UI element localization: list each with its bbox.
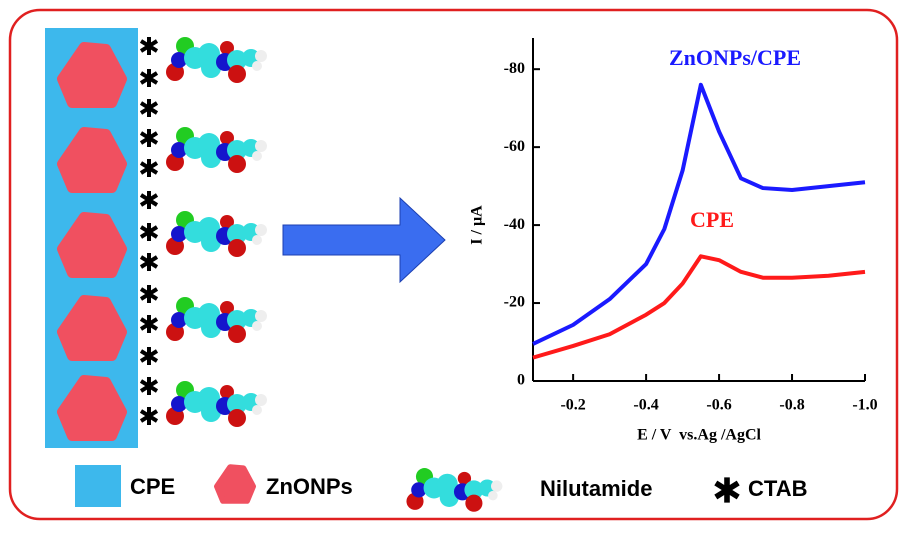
- legend-label: CTAB: [748, 476, 807, 501]
- y-tick-label: -40: [504, 216, 525, 233]
- y-axis-label: I / µA: [469, 205, 486, 245]
- y-tick-label: -80: [504, 60, 525, 77]
- legend: CPE ZnONPs Nilutamide CTAB: [75, 465, 807, 512]
- x-tick-label: -0.6: [706, 397, 731, 414]
- legend-label: ZnONPs: [266, 474, 353, 499]
- y-tick-label: -60: [504, 138, 525, 155]
- x-tick-label: -1.0: [852, 397, 877, 414]
- legend-swatch: [75, 465, 121, 507]
- series-line: [533, 256, 865, 357]
- legend-label: Nilutamide: [540, 476, 652, 501]
- x-tick-label: -0.4: [633, 397, 658, 414]
- ctab-stars: [141, 37, 157, 425]
- molecules: [166, 37, 267, 427]
- arrow: [283, 198, 445, 282]
- series-label: ZnONPs/CPE: [669, 45, 801, 70]
- x-tick-label: -0.2: [560, 397, 585, 414]
- y-tick-label: 0: [517, 372, 525, 389]
- y-tick-label: -20: [504, 294, 525, 311]
- figure: CPE ZnONPs Nilutamide CTAB 0 -20 -40 -60 -80…: [0, 0, 907, 529]
- series-label: CPE: [690, 207, 734, 232]
- page: {"legend": ["CPE", "ZnONPs", "Nilutamide…: [0, 0, 907, 529]
- legend-label: CPE: [130, 474, 175, 499]
- x-tick-label: -0.8: [779, 397, 804, 414]
- chart: 0 -20 -40 -60 -80 -0.2 -0.4 -0.6 -0.8 -1.0 E / V v…: [469, 38, 878, 444]
- x-axis-label: E / V vs.Ag /AgCl: [637, 427, 761, 444]
